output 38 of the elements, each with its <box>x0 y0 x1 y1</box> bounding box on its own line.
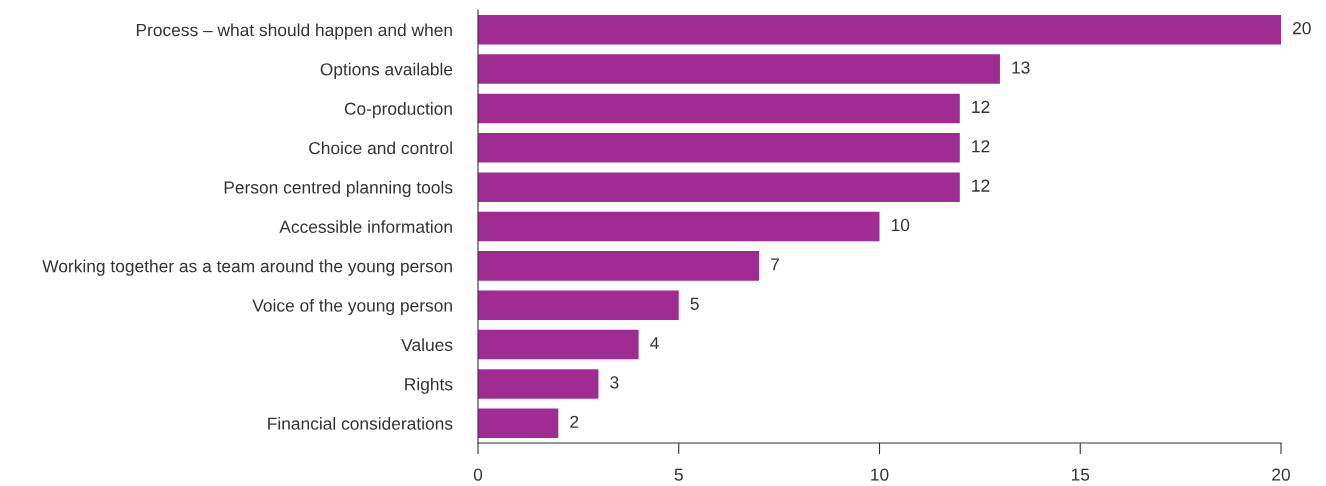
data-label: 12 <box>972 179 990 192</box>
bar <box>478 93 960 124</box>
y-tick-label: Working together as a team around the young person <box>42 259 452 276</box>
bar <box>478 251 760 281</box>
bar <box>478 290 679 320</box>
x-tick-label: 0 <box>473 468 483 481</box>
data-label: 12 <box>972 140 990 153</box>
data-label: 3 <box>610 376 619 389</box>
y-tick-label: Voice of the young person <box>252 298 452 316</box>
x-tick-label: 20 <box>1272 468 1290 481</box>
data-label: 20 <box>1292 22 1311 35</box>
y-tick-label: Co-production <box>344 102 452 119</box>
data-label: 10 <box>891 218 910 232</box>
x-tick-label: 5 <box>674 468 683 481</box>
y-tick-label: Options available <box>320 62 453 79</box>
bar <box>478 14 1281 45</box>
bar <box>478 211 880 242</box>
y-tick-label: Process – what should happen and when <box>136 23 452 40</box>
data-label: 2 <box>570 415 579 428</box>
data-label: 7 <box>771 258 779 271</box>
y-tick-label: Choice and control <box>309 141 452 155</box>
data-label: 13 <box>1012 61 1030 74</box>
bar <box>478 369 599 399</box>
data-label: 4 <box>650 337 659 350</box>
data-label: 5 <box>690 297 699 310</box>
y-tick-label: Person centred planning tools <box>224 180 453 198</box>
x-tick-label: 10 <box>871 468 889 481</box>
x-tick-label: 15 <box>1071 468 1090 481</box>
y-tick-label: Values <box>401 338 453 352</box>
bar <box>478 54 1000 84</box>
bar <box>478 133 960 163</box>
data-label: 12 <box>972 100 990 113</box>
bar <box>478 172 960 202</box>
y-tick-label: Accessible information <box>279 220 452 233</box>
bar <box>478 329 639 360</box>
y-tick-label: Financial considerations <box>268 417 453 430</box>
y-tick-label: Rights <box>405 377 453 394</box>
bar <box>478 408 559 439</box>
